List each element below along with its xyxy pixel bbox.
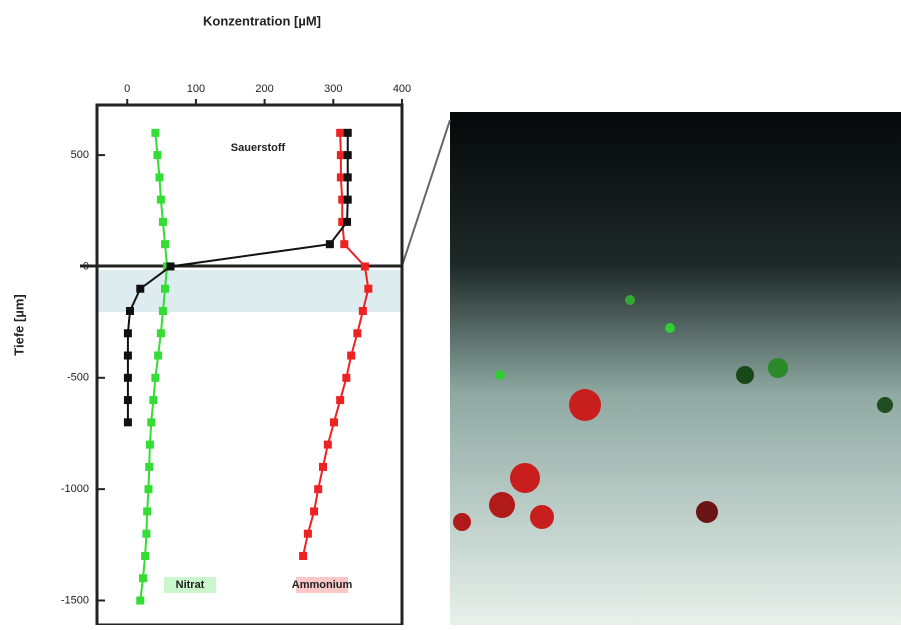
- data-point: [124, 329, 132, 337]
- data-point: [161, 285, 169, 293]
- legend-label: Ammonium: [292, 579, 353, 591]
- data-point: [364, 285, 372, 293]
- data-point: [126, 307, 134, 315]
- data-point: [340, 240, 348, 248]
- data-point: [159, 307, 167, 315]
- blob: [489, 492, 515, 518]
- blob: [768, 358, 788, 378]
- data-point: [326, 240, 334, 248]
- blob: [495, 370, 505, 380]
- data-point: [353, 329, 361, 337]
- x-tick-label: 200: [255, 83, 273, 95]
- data-point: [342, 374, 350, 382]
- data-point: [337, 151, 345, 159]
- blob: [510, 463, 540, 493]
- data-point: [141, 552, 149, 560]
- y-tick-label: 500: [71, 149, 89, 161]
- blob: [569, 389, 601, 421]
- data-point: [314, 485, 322, 493]
- data-point: [156, 173, 164, 181]
- blob: [877, 397, 893, 413]
- data-point: [336, 396, 344, 404]
- data-point: [142, 530, 150, 538]
- data-point: [154, 352, 162, 360]
- data-point: [319, 463, 327, 471]
- data-point: [149, 396, 157, 404]
- data-point: [337, 173, 345, 181]
- x-tick-label: 100: [187, 83, 205, 95]
- data-point: [304, 530, 312, 538]
- data-point: [153, 151, 161, 159]
- data-point: [145, 463, 153, 471]
- x-tick-label: 0: [124, 83, 130, 95]
- chart-title: Konzentration [µM]: [203, 13, 321, 28]
- data-point: [361, 262, 369, 270]
- data-point: [336, 129, 344, 137]
- data-point: [347, 352, 355, 360]
- data-point: [136, 285, 144, 293]
- zoom-line: [402, 120, 450, 266]
- data-point: [124, 418, 132, 426]
- data-point: [310, 507, 318, 515]
- data-point: [157, 329, 165, 337]
- data-point: [359, 307, 367, 315]
- data-point: [136, 597, 144, 605]
- data-point: [343, 218, 351, 226]
- y-tick-label: -500: [67, 372, 89, 384]
- data-point: [146, 441, 154, 449]
- data-point: [124, 374, 132, 382]
- y-tick-label: -1500: [61, 594, 89, 606]
- micrograph-bg: [450, 112, 901, 625]
- data-point: [344, 173, 352, 181]
- blob: [625, 295, 635, 305]
- data-point: [159, 218, 167, 226]
- data-point: [145, 485, 153, 493]
- data-point: [151, 374, 159, 382]
- annotation: Sauerstoff: [231, 142, 286, 154]
- data-point: [167, 262, 175, 270]
- blob: [696, 501, 718, 523]
- data-point: [299, 552, 307, 560]
- data-point: [161, 240, 169, 248]
- micrograph: [450, 112, 901, 625]
- data-point: [344, 151, 352, 159]
- x-tick-label: 300: [324, 83, 342, 95]
- data-point: [344, 196, 352, 204]
- data-point: [124, 352, 132, 360]
- y-tick-label: -1000: [61, 483, 89, 495]
- profile-line: [303, 133, 368, 556]
- data-point: [143, 507, 151, 515]
- y-tick-label: 0: [83, 260, 89, 272]
- data-point: [151, 129, 159, 137]
- data-point: [147, 418, 155, 426]
- data-point: [324, 441, 332, 449]
- blob: [453, 513, 471, 531]
- x-tick-label: 400: [393, 83, 411, 95]
- y-axis-label: Tiefe [µm]: [11, 294, 26, 355]
- plot-frame: [97, 105, 402, 625]
- figure: Konzentration [µM] Tiefe [µm] Sauerstoff…: [0, 0, 901, 625]
- legend-label: Nitrat: [176, 579, 205, 591]
- blob: [530, 505, 554, 529]
- data-point: [344, 129, 352, 137]
- blob: [736, 366, 754, 384]
- data-point: [157, 196, 165, 204]
- blob: [665, 323, 675, 333]
- data-point: [124, 396, 132, 404]
- data-point: [330, 418, 338, 426]
- data-point: [139, 574, 147, 582]
